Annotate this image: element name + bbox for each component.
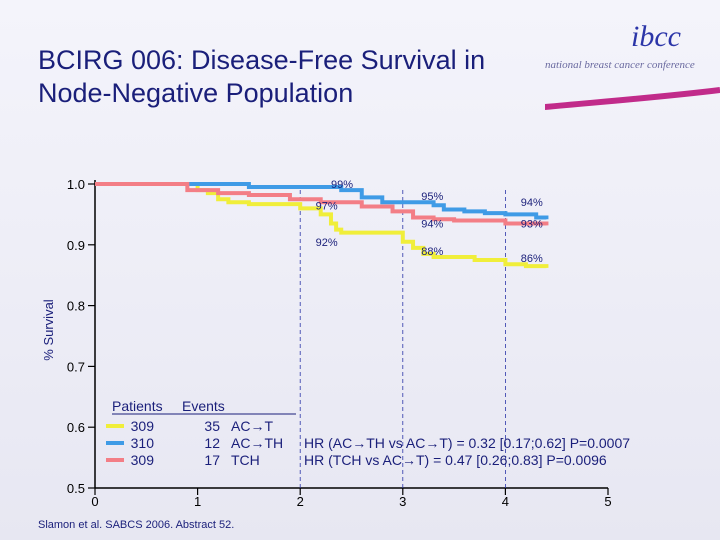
survival-annotation: 94% bbox=[421, 219, 443, 231]
legend-header-patients: Patients bbox=[112, 398, 163, 414]
legend-events: 35 bbox=[204, 418, 220, 434]
conference-logo: ibcc national breast cancer conference bbox=[545, 20, 720, 111]
x-tick-label: 3 bbox=[399, 494, 406, 509]
chart-legend: Patients Events 309 35 AC→T 310 12 AC→TH 309 17 TC… bbox=[106, 398, 630, 468]
survival-annotation: 99% bbox=[331, 179, 353, 191]
legend-patients: 309 bbox=[131, 418, 155, 434]
survival-curve bbox=[95, 182, 549, 226]
y-tick-label: 0.6 bbox=[67, 420, 85, 435]
survival-annotation: 88% bbox=[421, 246, 443, 258]
survival-annotation: 92% bbox=[316, 237, 338, 249]
logo-subtext: national breast cancer conference bbox=[545, 59, 695, 71]
legend-events: 12 bbox=[204, 435, 220, 451]
legend-arm: AC→TH bbox=[231, 435, 283, 451]
source-citation: Slamon et al. SABCS 2006. Abstract 52. bbox=[38, 519, 235, 531]
y-tick-label: 0.7 bbox=[67, 359, 85, 374]
x-tick-label: 0 bbox=[91, 494, 98, 509]
hazard-ratio-text: HR (AC→TH vs AC→T) = 0.32 [0.17;0.62] P=… bbox=[304, 435, 630, 451]
y-axis-label: % Survival bbox=[41, 299, 56, 361]
survival-annotation: 95% bbox=[421, 191, 443, 203]
title-swoosh bbox=[545, 87, 720, 111]
y-tick-label: 0.9 bbox=[67, 238, 85, 253]
x-tick-label: 5 bbox=[604, 494, 611, 509]
y-tick-label: 0.8 bbox=[67, 299, 85, 314]
survival-curves bbox=[95, 182, 549, 269]
y-tick-label: 1.0 bbox=[67, 177, 85, 192]
legend-header-events: Events bbox=[182, 398, 225, 414]
chart-axes: 0.50.60.70.80.91.00 1 2 3 4 5% Survival bbox=[41, 177, 612, 509]
survival-annotation: 86% bbox=[521, 253, 543, 265]
survival-annotation: 94% bbox=[521, 197, 543, 209]
x-tick-label: 2 bbox=[297, 494, 304, 509]
survival-curve bbox=[95, 182, 549, 220]
legend-patients: 309 bbox=[131, 452, 155, 468]
hazard-ratio-text: HR (TCH vs AC→T) = 0.47 [0.26;0.83] P=0.… bbox=[304, 452, 607, 468]
y-tick-label: 0.5 bbox=[67, 481, 85, 496]
title-line-1: BCIRG 006: Disease-Free Survival in bbox=[38, 45, 486, 75]
legend-events: 17 bbox=[204, 452, 220, 468]
logo-mark-text: ibcc bbox=[631, 20, 681, 53]
legend-arm: TCH bbox=[231, 452, 260, 468]
title-line-2: Node-Negative Population bbox=[38, 78, 354, 108]
annotation-labels: 99% 97% 92% 95% 94% 88% 94% 93% 86% bbox=[316, 179, 543, 265]
legend-patients: 310 bbox=[131, 435, 155, 451]
survival-curve bbox=[95, 182, 549, 269]
x-tick-label: 4 bbox=[502, 494, 509, 509]
legend-arm: AC→T bbox=[231, 418, 273, 434]
slide-title: BCIRG 006: Disease-Free Survival in Node… bbox=[38, 44, 485, 110]
survival-annotation: 93% bbox=[521, 219, 543, 231]
x-tick-label: 1 bbox=[194, 494, 201, 509]
survival-annotation: 97% bbox=[316, 200, 338, 212]
